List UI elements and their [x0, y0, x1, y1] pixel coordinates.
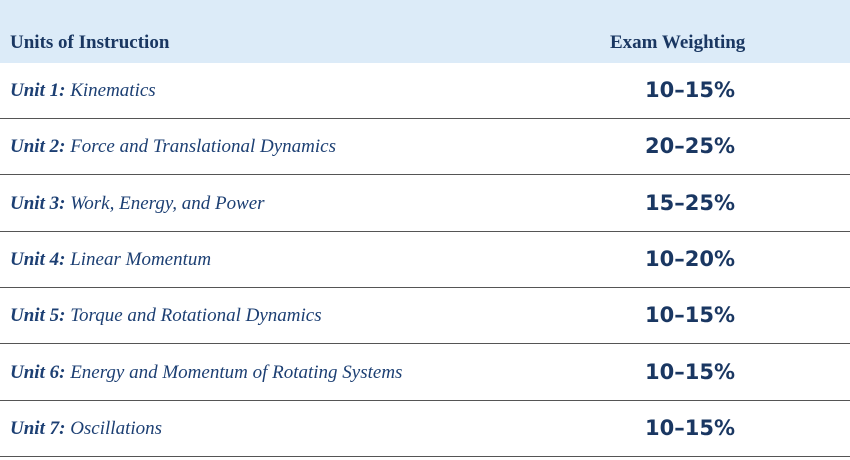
- exam-weighting: 15–25%: [645, 190, 735, 215]
- table-header: Units of Instruction Exam Weighting: [0, 0, 850, 63]
- exam-weighting: 10–15%: [645, 78, 735, 102]
- unit-number: Unit 4:: [10, 248, 66, 270]
- unit-name: Kinematics: [70, 80, 156, 101]
- unit-number: Unit 7:: [10, 417, 66, 439]
- unit-name: Energy and Momentum of Rotating Systems: [70, 361, 403, 383]
- unit-name: Work, Energy, and Power: [70, 192, 265, 214]
- unit-name: Linear Momentum: [70, 248, 212, 270]
- exam-weighting: 20–25%: [645, 134, 735, 159]
- unit-cell: Unit 7: Oscillations: [10, 418, 162, 440]
- unit-name: Torque and Rotational Dynamics: [70, 305, 322, 327]
- table-row: Unit 3: Work, Energy, and Power 15–25%: [0, 176, 850, 232]
- table-row: Unit 7: Oscillations 10–15%: [0, 401, 850, 457]
- unit-number: Unit 2:: [10, 136, 66, 158]
- exam-weighting: 10–15%: [645, 303, 735, 328]
- header-cell: Exam Weighting: [610, 32, 746, 53]
- table-row: Unit 6: Energy and Momentum of Rotating …: [0, 345, 850, 401]
- table-row: Unit 4: Linear Momentum 10–20%: [0, 232, 850, 288]
- table-row: Unit 5: Torque and Rotational Dynamics 10…: [0, 288, 850, 345]
- unit-name: Force and Translational Dynamics: [70, 136, 337, 158]
- exam-weighting: 10–15%: [645, 359, 735, 384]
- unit-cell: Unit 1: Kinematics: [10, 80, 156, 102]
- exam-weighting: 10–20%: [645, 246, 735, 271]
- unit-cell: Unit 3: Work, Energy, and Power: [10, 193, 265, 215]
- table-row: Unit 2: Force and Translational Dynamics…: [0, 119, 850, 176]
- unit-cell: Unit 2: Force and Translational Dynamics: [10, 136, 336, 158]
- exam-weighting: 10–15%: [645, 415, 735, 440]
- unit-number: Unit 5:: [10, 305, 66, 327]
- unit-cell: Unit 5: Torque and Rotational Dynamics: [10, 305, 322, 327]
- unit-cell: Unit 4: Linear Momentum: [10, 249, 211, 271]
- unit-name: Oscillations: [70, 417, 163, 439]
- unit-number: Unit 1:: [10, 80, 66, 101]
- unit-number: Unit 3:: [10, 192, 66, 214]
- unit-cell: Unit 6: Energy and Momentum of Rotating …: [10, 362, 402, 384]
- header-cell: Units of Instruction: [10, 32, 170, 53]
- unit-number: Unit 6:: [10, 361, 66, 383]
- table-row: Unit 1: Kinematics 10–15%: [0, 63, 850, 119]
